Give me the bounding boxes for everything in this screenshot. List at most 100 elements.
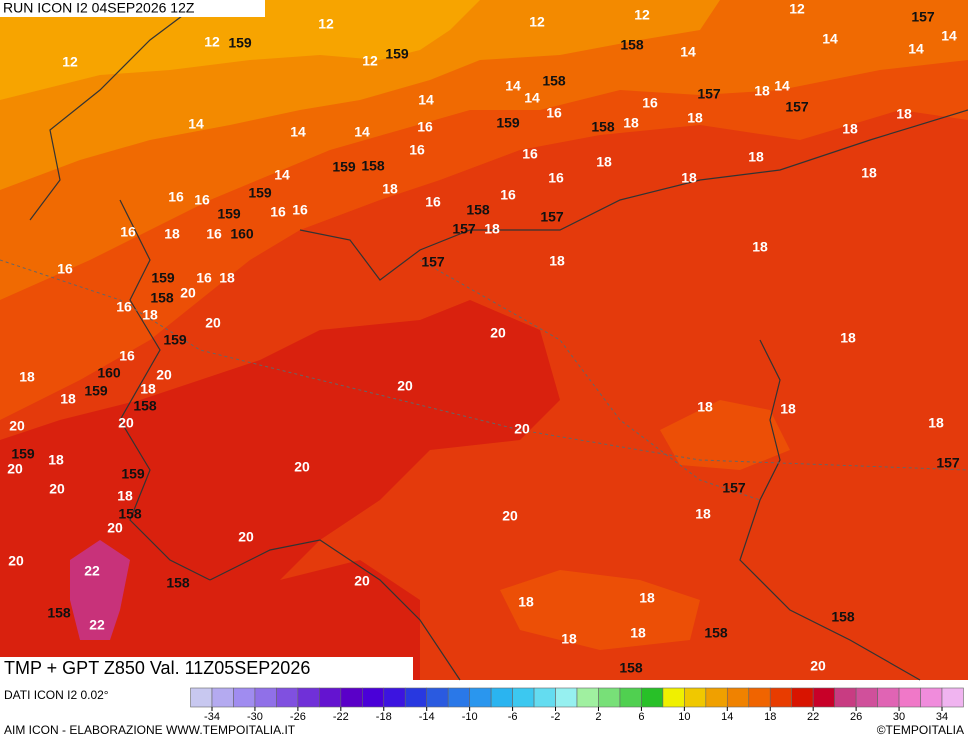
geopotential-label: 157 <box>785 99 809 115</box>
temperature-label: 16 <box>522 146 538 162</box>
temperature-label: 16 <box>546 105 562 121</box>
temperature-label: 20 <box>205 315 221 331</box>
geopotential-label: 159 <box>385 46 409 62</box>
temperature-label: 18 <box>928 415 944 431</box>
colorbar-tick-label: 22 <box>807 711 819 723</box>
geopotential-label: 158 <box>704 625 728 641</box>
geopotential-label: 157 <box>452 221 476 237</box>
temperature-label: 16 <box>116 299 132 315</box>
temperature-label: 16 <box>548 170 564 186</box>
temperature-label: 20 <box>238 529 254 545</box>
colorbar-swatch <box>555 687 578 708</box>
colorbar-swatch <box>233 687 256 708</box>
title-box <box>0 657 413 682</box>
colorbar-swatch <box>791 687 814 708</box>
colorbar-tick-label: -2 <box>551 711 561 723</box>
colorbar-swatch <box>469 687 492 708</box>
temperature-label: 18 <box>780 401 796 417</box>
geopotential-label: 158 <box>118 506 142 522</box>
colorbar-tick-label: 26 <box>850 711 862 723</box>
colorbar-swatch <box>426 687 449 708</box>
colorbar-swatch <box>319 687 342 708</box>
colorbar-swatch <box>812 687 835 708</box>
temperature-label: 20 <box>490 325 506 341</box>
temperature-label: 20 <box>397 378 413 394</box>
temperature-label: 16 <box>206 226 222 242</box>
geopotential-label: 158 <box>466 202 490 218</box>
geopotential-label: 157 <box>540 209 564 225</box>
region <box>0 0 480 100</box>
colorbar-swatch <box>340 687 363 708</box>
colorbar-swatch <box>855 687 878 708</box>
colorbar-swatch <box>297 687 320 708</box>
temperature-label: 16 <box>270 204 286 220</box>
geopotential-label: 158 <box>166 575 190 591</box>
temperature-label: 14 <box>188 116 204 132</box>
temperature-label: 18 <box>219 270 235 286</box>
temperature-label: 16 <box>194 192 210 208</box>
run-box <box>0 0 265 17</box>
geopotential-label: 157 <box>936 455 960 471</box>
temperature-label: 18 <box>561 631 577 647</box>
geopotential-label: 157 <box>911 9 935 25</box>
temperature-label: 14 <box>524 90 540 106</box>
borders <box>29 9 968 681</box>
colorbar: -34 -30 -26 -22 -18 -14 -10 -6 -2 2 6 10 14 18 22 26 30 3… <box>190 687 964 723</box>
geopotential-label: 159 <box>151 270 175 286</box>
temperature-label: 20 <box>354 573 370 589</box>
temperature-label: 18 <box>60 391 76 407</box>
colorbar-tick-label: -30 <box>247 711 263 723</box>
geopotential-label: 158 <box>361 158 385 174</box>
geopotential-label: 158 <box>133 398 157 414</box>
temperature-label: 14 <box>418 92 434 108</box>
border <box>209 539 461 681</box>
colorbar-swatch <box>834 687 857 708</box>
temperature-label: 18 <box>164 226 180 242</box>
temperature-label: 22 <box>84 563 100 579</box>
colorbar-swatch <box>598 687 621 708</box>
geopotential-label: 158 <box>620 37 644 53</box>
region <box>660 400 790 470</box>
colorbar-swatch <box>512 687 535 708</box>
colorbar-swatch <box>684 687 707 708</box>
geopotential-label: 159 <box>332 159 356 175</box>
isohypses <box>0 259 968 501</box>
temperature-label: 12 <box>789 1 805 17</box>
temperature-label: 20 <box>180 285 196 301</box>
geopotential-label: 157 <box>421 254 445 270</box>
temperature-label: 18 <box>19 369 35 385</box>
temperature-label: 18 <box>140 381 156 397</box>
colorbar-swatch <box>576 687 599 708</box>
temperature-label: 16 <box>425 194 441 210</box>
run-label: RUN ICON I2 04SEP2026 12Z <box>3 0 195 16</box>
geopotential-label: 159 <box>11 446 35 462</box>
colorbar-swatch <box>533 687 556 708</box>
temperature-label: 18 <box>697 399 713 415</box>
border <box>119 199 211 581</box>
temperature-label: 18 <box>687 110 703 126</box>
temperature-label: 16 <box>57 261 73 277</box>
colorbar-tick-label: -22 <box>333 711 349 723</box>
temperature-label: 18 <box>861 165 877 181</box>
geopotential-label: 158 <box>542 73 566 89</box>
colorbar-tick-label: 6 <box>638 711 644 723</box>
colorbar-tick-label: 2 <box>595 711 601 723</box>
geopotential-label: 160 <box>97 365 121 381</box>
temperature-label: 14 <box>290 124 306 140</box>
geopotential-label: 159 <box>121 466 145 482</box>
temperature-label: 20 <box>118 415 134 431</box>
temperature-label: 12 <box>634 7 650 23</box>
geopotential-label: 160 <box>230 226 254 242</box>
colorbar-swatch <box>254 687 277 708</box>
temperature-label: 18 <box>748 149 764 165</box>
border <box>29 9 191 221</box>
temperature-label: 12 <box>62 54 78 70</box>
colorbar-swatch <box>276 687 299 708</box>
colorbar-tick-label: -34 <box>204 711 220 723</box>
temperature-label: 18 <box>549 253 565 269</box>
colorbar-swatch <box>404 687 428 708</box>
source: DATI ICON I2 0.02° <box>4 688 109 702</box>
temperature-label: 18 <box>596 154 612 170</box>
